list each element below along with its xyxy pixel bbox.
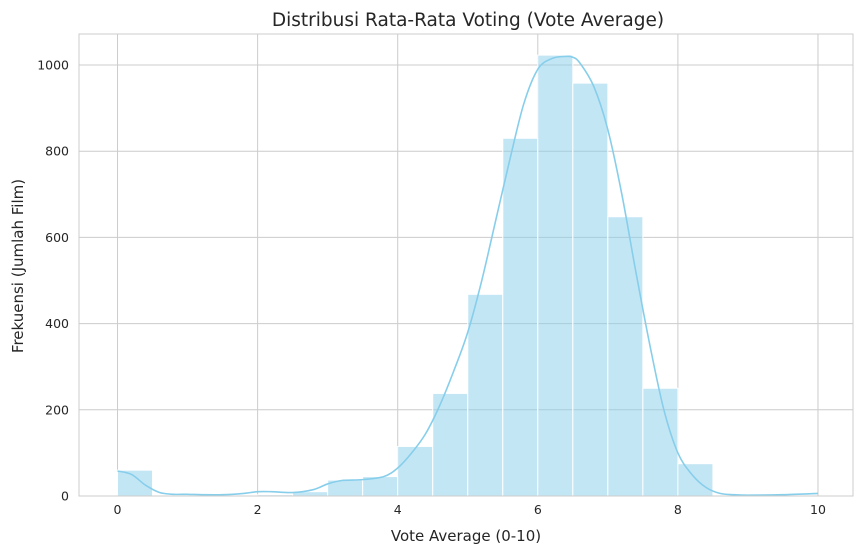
- histogram-bar: [117, 469, 154, 497]
- y-tick-label: 200: [45, 402, 69, 417]
- y-tick-label: 800: [45, 144, 69, 159]
- x-tick-labels: 0 2 4 6 8 10: [114, 502, 826, 517]
- chart-title: Distribusi Rata-Rata Voting (Vote Averag…: [272, 10, 664, 31]
- bars-layer: [117, 54, 714, 497]
- histogram-bar: [502, 137, 539, 497]
- kde-layer: [117, 55, 819, 496]
- x-tick-label: 6: [534, 502, 542, 517]
- x-tick-label: 2: [254, 502, 262, 517]
- y-axis-label: Frekuensi (Jumlah Film): [9, 179, 27, 353]
- histogram-bar: [677, 463, 714, 497]
- y-tick-label: 0: [61, 489, 69, 504]
- x-tick-label: 10: [810, 502, 826, 517]
- histogram-bar: [397, 445, 434, 497]
- plot-frame: [78, 33, 854, 497]
- x-tick-label: 0: [114, 502, 122, 517]
- histogram-bar: [537, 54, 574, 497]
- kde-curve: [117, 55, 819, 496]
- x-tick-label: 4: [394, 502, 402, 517]
- y-tick-label: 1000: [37, 58, 69, 73]
- y-tick-labels: 0 200 400 600 800 1000: [37, 58, 69, 504]
- x-axis-label: Vote Average (0-10): [391, 527, 541, 545]
- histogram-bar: [572, 82, 609, 497]
- histogram-bar: [607, 216, 644, 497]
- x-tick-label: 8: [674, 502, 682, 517]
- histogram-bar: [467, 293, 504, 497]
- histogram-bar: [432, 392, 469, 497]
- y-tick-label: 600: [45, 230, 69, 245]
- y-tick-label: 400: [45, 316, 69, 331]
- histogram-bar: [642, 387, 679, 497]
